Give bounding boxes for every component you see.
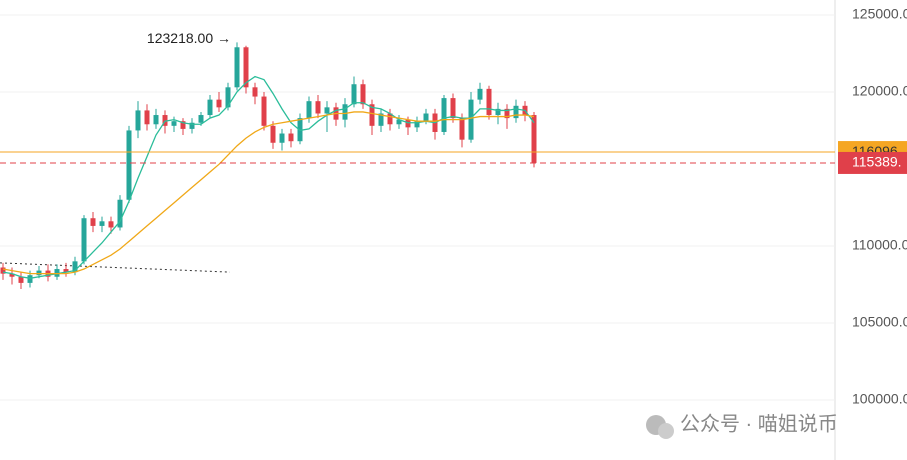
candle-body xyxy=(423,113,429,122)
candle-body xyxy=(450,98,456,119)
candle-body xyxy=(72,261,78,273)
candle-body xyxy=(171,121,177,126)
candle-body xyxy=(108,221,114,228)
trend-line xyxy=(0,262,231,273)
candle-body xyxy=(459,118,465,140)
candle-body xyxy=(9,273,15,277)
candle-body xyxy=(153,115,159,125)
candle-body xyxy=(36,270,42,276)
candle-body xyxy=(135,110,141,131)
candle-body xyxy=(315,101,321,114)
candle-body xyxy=(189,122,195,129)
candle-body xyxy=(216,99,222,108)
watermark: 公众号 · 喵姐说币 xyxy=(646,412,838,439)
moving-average xyxy=(2,111,535,275)
candle-body xyxy=(495,108,501,116)
candle-body xyxy=(243,47,249,88)
candle-body xyxy=(99,221,105,226)
candle-body xyxy=(180,121,186,129)
candle-body xyxy=(288,133,294,142)
candle-body xyxy=(351,84,357,105)
candle-body xyxy=(81,218,87,262)
y-tick-label: 105000.0 xyxy=(852,314,907,330)
candle-body xyxy=(261,96,267,126)
price-label-box xyxy=(838,151,907,174)
candle-body xyxy=(18,276,24,283)
candle-body xyxy=(369,104,375,126)
candle-body xyxy=(324,107,330,114)
candle-body xyxy=(225,87,231,108)
candle-body xyxy=(468,99,474,140)
watermark-text: 公众号 · 喵姐说币 xyxy=(680,412,838,435)
candle-body xyxy=(531,115,537,163)
candle-body xyxy=(90,218,96,226)
candle-body xyxy=(0,267,6,274)
candle-body xyxy=(234,47,240,88)
candle-body xyxy=(342,104,348,120)
y-tick-label: 100000.0 xyxy=(852,391,907,407)
y-tick-label: 110000.0 xyxy=(852,237,907,253)
candle-body xyxy=(252,87,258,97)
candle-body xyxy=(198,115,204,123)
candle-body xyxy=(477,88,483,100)
candle-body xyxy=(378,113,384,126)
candle-body xyxy=(486,88,492,116)
candle-body xyxy=(270,125,276,143)
candle-body xyxy=(387,113,393,125)
candle-body xyxy=(441,98,447,132)
candle-body xyxy=(414,121,420,128)
watermark-icon xyxy=(658,423,674,439)
candle-body xyxy=(63,269,69,273)
candle-body xyxy=(162,115,168,126)
y-tick-label: 125000.0 xyxy=(852,6,907,22)
candle-body xyxy=(504,108,510,119)
y-tick-label: 120000.0 xyxy=(852,83,907,99)
candle-body xyxy=(513,105,519,119)
candle-body xyxy=(27,275,33,283)
moving-average xyxy=(2,75,535,279)
candle-body xyxy=(117,199,123,228)
candle-body xyxy=(54,269,60,277)
candle-body xyxy=(279,133,285,143)
candle-body xyxy=(207,99,213,116)
candle-body xyxy=(405,119,411,128)
candle-body xyxy=(396,119,402,125)
candle-body xyxy=(360,84,366,105)
candle-body xyxy=(126,130,132,200)
candle-body xyxy=(144,110,150,125)
candle-body xyxy=(306,101,312,119)
annotation: 123218.00 → xyxy=(147,30,231,46)
price-label: 115389. xyxy=(852,154,902,170)
